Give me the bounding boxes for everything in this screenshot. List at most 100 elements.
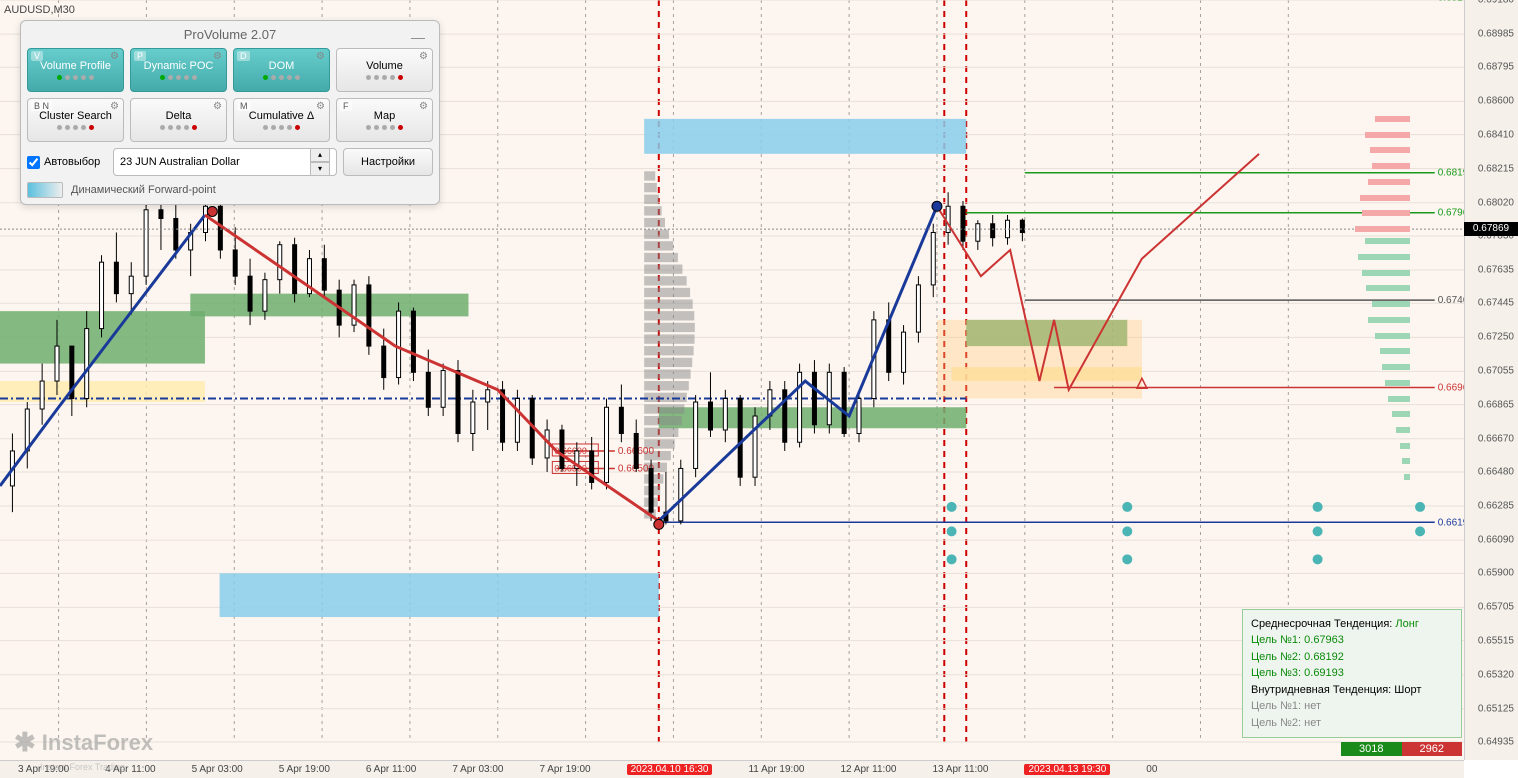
price-tick: 0.64935 [1478, 737, 1514, 748]
status-dots [366, 75, 403, 80]
provolume-button-volume[interactable]: Volume ⚙ [336, 48, 433, 92]
price-tick: 0.66090 [1478, 535, 1514, 546]
target-3: Цель №3: 0.69193 [1251, 665, 1453, 682]
gear-icon[interactable]: ⚙ [213, 101, 223, 111]
instrument-select[interactable]: 23 JUN Australian Dollar ▴ ▾ [113, 148, 337, 176]
button-label: Dynamic POC [144, 60, 214, 72]
gear-icon[interactable]: ⚙ [316, 101, 326, 111]
provolume-button-map[interactable]: Map⚙F [336, 98, 433, 142]
intra-trend-line: Внутридневная Тенденция: Шорт [1251, 682, 1453, 699]
provolume-button-volume-profile[interactable]: Volume Profile⚙V [27, 48, 124, 92]
gear-icon[interactable]: ⚙ [110, 51, 120, 61]
price-tick: 0.68600 [1478, 96, 1514, 107]
provolume-button-cluster-search[interactable]: Cluster Search⚙ B N [27, 98, 124, 142]
volume-profile-bar [1380, 348, 1410, 354]
button-tag: D [237, 51, 250, 61]
volume-profile-bar [1366, 285, 1410, 291]
gear-icon[interactable]: ⚙ [110, 101, 120, 111]
time-label: 7 Apr 03:00 [452, 764, 503, 775]
volume-profile-bar [1400, 443, 1410, 449]
volume-profile-bar [1362, 210, 1410, 216]
volume-profile-bar [1370, 147, 1410, 153]
status-dots [160, 125, 197, 130]
mid-trend-label: Среднесрочная Тенденция: [1251, 618, 1392, 630]
instrument-spinner[interactable]: ▴ ▾ [310, 148, 330, 176]
footer-green-value: 3018 [1341, 742, 1401, 756]
status-dots [263, 75, 300, 80]
time-label: 12 Apr 11:00 [840, 764, 896, 775]
price-tick: 0.66670 [1478, 433, 1514, 444]
gear-icon[interactable]: ⚙ [213, 51, 223, 61]
price-tick: 0.65125 [1478, 703, 1514, 714]
gear-icon[interactable]: ⚙ [419, 101, 429, 111]
price-tick: 0.65320 [1478, 669, 1514, 680]
svg-text:0.68192: 0.68192 [1438, 168, 1464, 179]
intra-target-1: Цель №1: нет [1251, 698, 1453, 715]
target-2: Цель №2: 0.68192 [1251, 649, 1453, 666]
settings-button[interactable]: Настройки [343, 148, 433, 176]
gear-icon[interactable]: ⚙ [316, 51, 326, 61]
price-axis: 0.691800.689850.687950.686000.684100.682… [1464, 0, 1518, 760]
button-tag: B N [31, 101, 52, 111]
chevron-down-icon[interactable]: ▾ [310, 162, 330, 176]
button-label: Volume [366, 60, 403, 72]
trend-info-box: Среднесрочная Тенденция: Лонг Цель №1: 0… [1242, 609, 1462, 739]
logo-subtitle: Instant Forex Trading [40, 762, 125, 772]
button-tag: V [31, 51, 43, 61]
svg-text:0.67463: 0.67463 [1438, 295, 1464, 306]
volume-profile-bar [1375, 116, 1410, 122]
status-dots [57, 125, 94, 130]
price-tick: 0.67635 [1478, 265, 1514, 276]
provolume-button-dynamic-poc[interactable]: Dynamic POC⚙ P [130, 48, 227, 92]
time-axis: 3 Apr 19:004 Apr 11:005 Apr 03:005 Apr 1… [0, 760, 1464, 778]
intra-target-2: Цель №2: нет [1251, 715, 1453, 732]
autoselect-label: Автовыбор [44, 156, 100, 168]
button-label: Cluster Search [39, 110, 112, 122]
provolume-button-cumulative-[interactable]: Cumulative Δ⚙M [233, 98, 330, 142]
target-1: Цель №1: 0.67963 [1251, 632, 1453, 649]
status-dots [366, 125, 403, 130]
chart-root: 0.691930.681920.679630.674630.669630.661… [0, 0, 1518, 778]
time-label: 00 [1146, 764, 1157, 775]
time-label: 13 Apr 11:00 [932, 764, 988, 775]
autoselect-input[interactable] [27, 156, 40, 169]
time-label: 2023.04.13 19:30 [1024, 764, 1110, 775]
time-label: 11 Apr 19:00 [748, 764, 804, 775]
provolume-row1: Volume Profile⚙VDynamic POC⚙PDOM⚙DVolume… [27, 48, 433, 92]
provolume-button-dom[interactable]: DOM ⚙ D [233, 48, 330, 92]
provolume-row2: Cluster Search⚙B NDelta⚙Cumulative Δ⚙MMa… [27, 98, 433, 142]
symbol-label: AUDUSD,M30 [4, 4, 75, 16]
provolume-panel[interactable]: ProVolume 2.07 — Volume Profile⚙VDynamic… [20, 20, 440, 205]
provolume-title-text: ProVolume 2.07 [184, 27, 277, 42]
volume-profile-bar [1392, 411, 1410, 417]
autoselect-checkbox[interactable]: Автовыбор [27, 156, 107, 169]
button-label: Cumulative Δ [249, 110, 314, 122]
button-label: DOM [269, 60, 295, 72]
price-tick: 0.68985 [1478, 29, 1514, 40]
button-label: Map [374, 110, 395, 122]
price-tick: 0.68795 [1478, 62, 1514, 73]
volume-profile-bar [1388, 396, 1410, 402]
provolume-button-delta[interactable]: Delta⚙ [130, 98, 227, 142]
footer-values: 3018 2962 [1341, 742, 1462, 756]
chevron-up-icon[interactable]: ▴ [310, 148, 330, 162]
close-icon[interactable]: — [411, 29, 425, 45]
price-tick: 0.65900 [1478, 568, 1514, 579]
current-price-badge: 0.67869 [1464, 222, 1518, 236]
gear-icon[interactable]: ⚙ [419, 51, 429, 61]
volume-profile-bar [1358, 254, 1410, 260]
star-icon: ✱ [14, 727, 36, 758]
volume-profile-bar [1372, 301, 1410, 307]
time-label: 5 Apr 19:00 [279, 764, 330, 775]
button-tag: P [134, 51, 146, 61]
time-label: 5 Apr 03:00 [192, 764, 243, 775]
price-tick: 0.68215 [1478, 163, 1514, 174]
price-tick: 0.69180 [1478, 0, 1514, 6]
forward-point-indicator [27, 182, 63, 198]
provolume-autoselect-row: Автовыбор 23 JUN Australian Dollar ▴ ▾ Н… [27, 148, 433, 176]
svg-text:0.66963: 0.66963 [1438, 383, 1464, 394]
price-tick: 0.68020 [1478, 197, 1514, 208]
price-tick: 0.65515 [1478, 635, 1514, 646]
forward-point-row: Динамический Forward-point [27, 182, 433, 198]
price-tick: 0.66480 [1478, 466, 1514, 477]
